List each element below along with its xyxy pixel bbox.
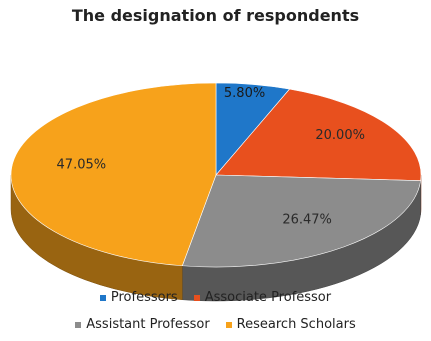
pie-slice-associate-professor [215, 88, 422, 181]
legend-row-2: Assistant Professor Research Scholars [0, 317, 431, 332]
legend-label-assistant-professor: Assistant Professor [86, 317, 210, 332]
legend-label-associate-professor: Associate Professor [204, 290, 332, 305]
legend-item-research-scholars: Research Scholars [225, 317, 356, 332]
legend-swatch-research-scholars [225, 321, 232, 328]
pie-slice-assistant-professor [181, 174, 421, 268]
data-label-professors: 5.80% [224, 86, 265, 101]
pie-slice-research-scholars [10, 82, 217, 267]
legend-label-research-scholars: Research Scholars [236, 317, 356, 332]
legend-swatch-professors [99, 294, 106, 301]
legend-label-professors: Professors [110, 290, 178, 305]
legend-row-1: Professors Associate Professor [0, 290, 431, 305]
legend-item-professors: Professors [99, 290, 178, 305]
data-label-associate-professor: 20.00% [315, 128, 365, 143]
chart-title: The designation of respondents [71, 6, 360, 25]
pie-tops [10, 82, 422, 268]
data-label-assistant-professor: 26.47% [282, 213, 332, 228]
legend-swatch-assistant-professor [75, 321, 82, 328]
legend-swatch-associate-professor [193, 294, 200, 301]
legend-item-associate-professor: Associate Professor [193, 290, 332, 305]
data-label-research-scholars: 47.05% [57, 157, 107, 172]
legend-item-assistant-professor: Assistant Professor [75, 317, 210, 332]
